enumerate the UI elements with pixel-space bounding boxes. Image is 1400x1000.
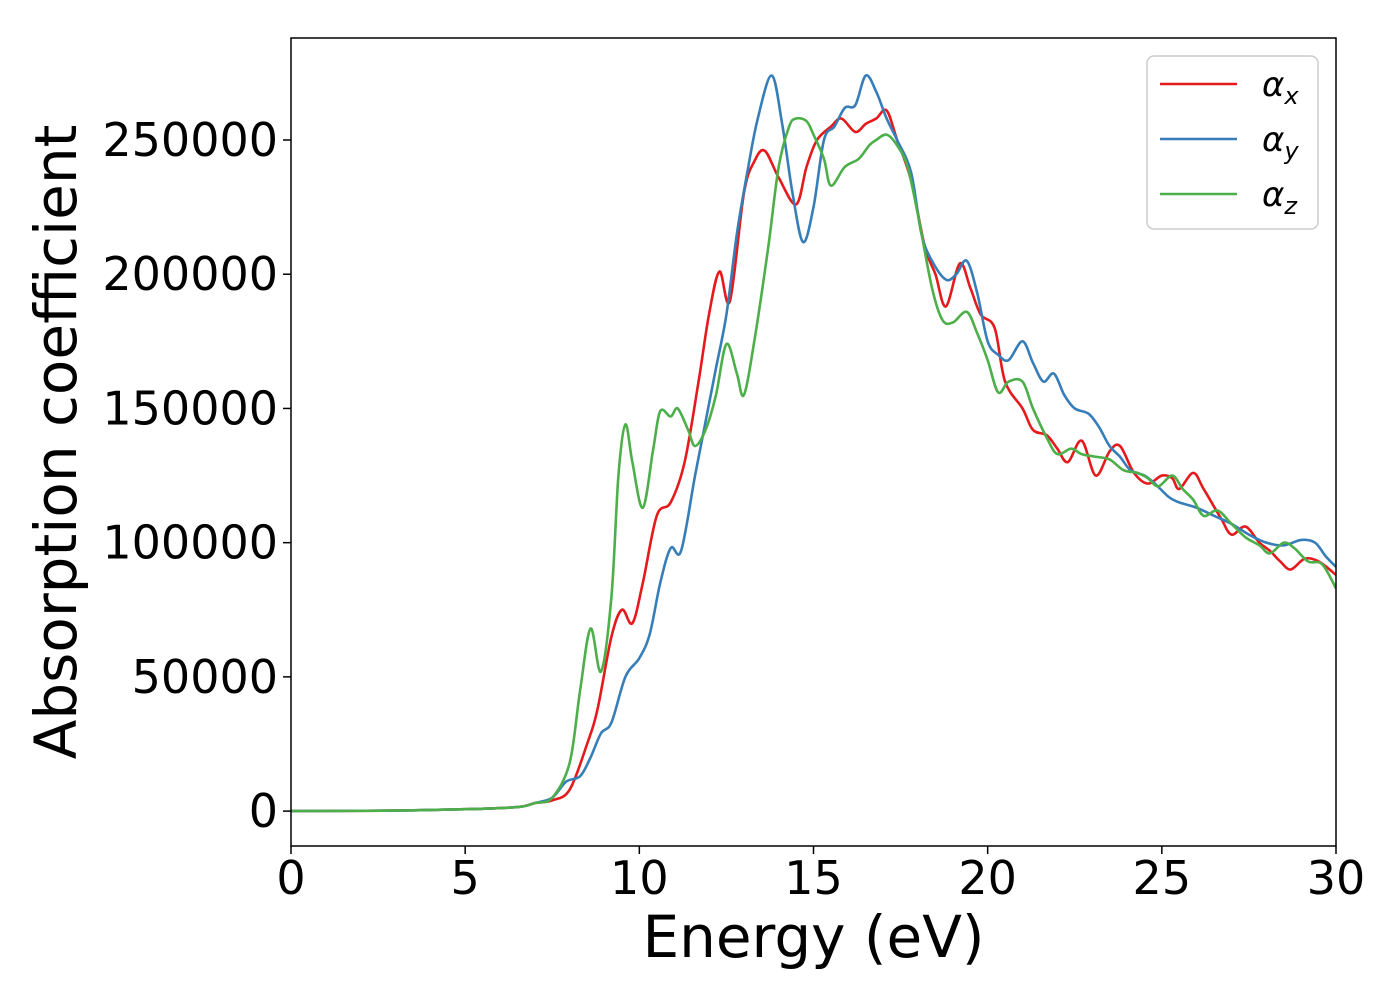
y-axis: 0 50000 100000 150000 200000 250000	[102, 113, 291, 838]
x-tick-label: 30	[1307, 851, 1366, 905]
y-axis-label: Absorption coefficient	[22, 125, 90, 760]
legend-box	[1146, 55, 1319, 230]
x-axis-label: Energy (eV)	[642, 903, 984, 971]
x-tick-label: 15	[784, 851, 843, 905]
x-tick-label: 20	[958, 851, 1017, 905]
series-layer	[291, 74, 1336, 813]
y-tick-label: 150000	[102, 381, 278, 435]
x-axis: 0 5 10 15 20 25 30	[276, 846, 1365, 905]
y-tick-label: 0	[249, 784, 278, 838]
x-tick-label: 0	[276, 851, 305, 905]
x-tick-label: 10	[610, 851, 669, 905]
y-tick-label: 200000	[102, 247, 278, 301]
y-tick-label: 100000	[102, 516, 278, 570]
x-tick-label: 25	[1133, 851, 1192, 905]
y-tick-label: 250000	[102, 113, 278, 167]
series-line-z	[291, 116, 1336, 813]
x-tick-label: 5	[451, 851, 480, 905]
y-tick-label: 50000	[132, 650, 278, 704]
